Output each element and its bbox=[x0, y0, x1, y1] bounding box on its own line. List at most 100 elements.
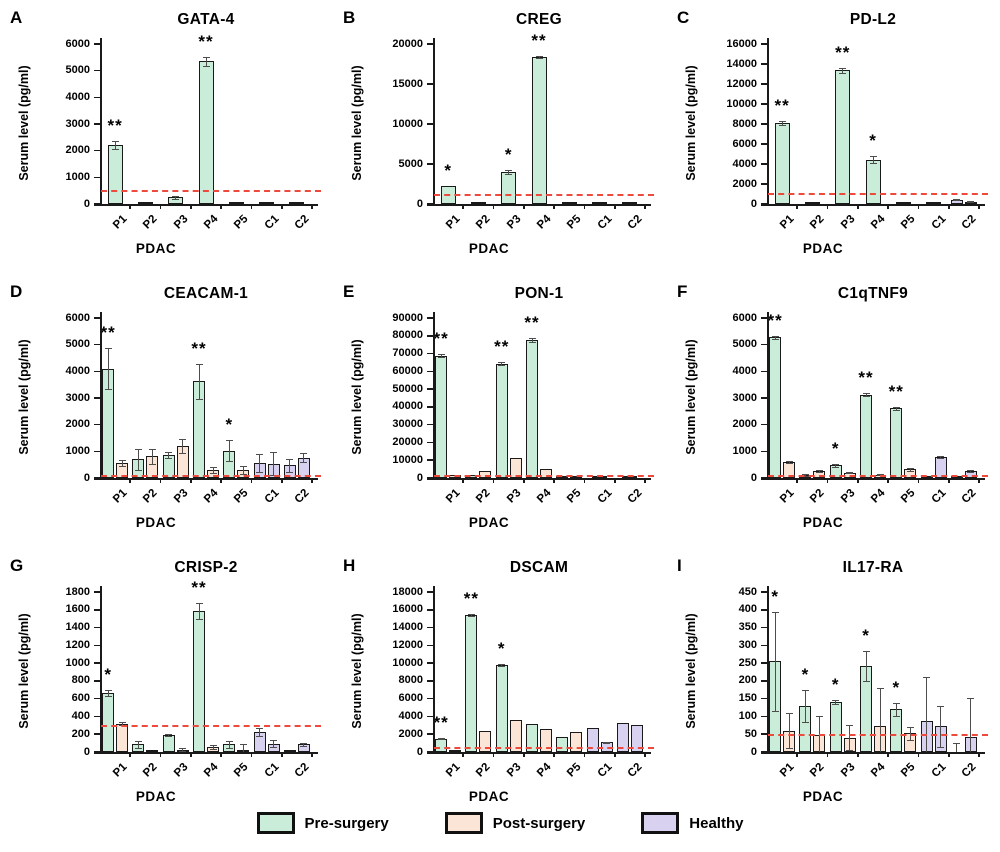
bar-healthy-c1 bbox=[926, 201, 942, 204]
x-tick bbox=[553, 478, 555, 483]
chart-panel-g: G CRISP-2 Serum level (pg/ml) 0 200 400 600 800… bbox=[0, 552, 333, 814]
error-bar bbox=[121, 721, 123, 726]
error-bar bbox=[849, 725, 851, 751]
error-bar bbox=[137, 448, 139, 470]
x-tick bbox=[796, 752, 799, 757]
error-bar-cap bbox=[801, 474, 809, 476]
chart-title: CREG bbox=[516, 11, 562, 28]
y-tick-label: 3000 bbox=[732, 391, 757, 404]
x-category-label: C2 bbox=[625, 761, 645, 780]
x-axis bbox=[94, 204, 318, 206]
error-bar-cap bbox=[225, 747, 233, 749]
x-category-label: C1 bbox=[262, 487, 282, 506]
x-tick bbox=[159, 752, 162, 757]
x-tick bbox=[978, 752, 980, 757]
significance-marker: ** bbox=[858, 367, 874, 387]
y-tick bbox=[427, 388, 433, 390]
error-bar-cap bbox=[179, 751, 187, 753]
y-tick bbox=[761, 715, 767, 718]
error-bar-cap bbox=[846, 471, 854, 473]
panel-letter: I bbox=[677, 556, 682, 575]
y-tick bbox=[761, 143, 767, 145]
error-bar-cap bbox=[892, 409, 900, 411]
y-tick-label: 1800 bbox=[65, 585, 90, 598]
error-bar-cap bbox=[967, 201, 975, 203]
y-tick bbox=[427, 477, 433, 479]
error-bar-cap bbox=[846, 725, 854, 727]
x-tick bbox=[857, 478, 859, 483]
y-tick-label: 300 bbox=[738, 638, 757, 651]
error-bar bbox=[212, 744, 214, 750]
error-bar bbox=[895, 702, 897, 716]
error-bar-cap bbox=[209, 749, 217, 751]
error-bar bbox=[818, 715, 820, 752]
significance-marker: * bbox=[497, 638, 506, 658]
x-tick bbox=[887, 204, 889, 209]
y-tick bbox=[94, 317, 100, 319]
error-bar bbox=[228, 741, 230, 748]
y-axis-label: Serum level (pg/ml) bbox=[684, 613, 698, 729]
error-bar bbox=[842, 67, 844, 73]
error-bar-cap bbox=[923, 677, 931, 679]
x-axis-title: PDAC bbox=[468, 789, 510, 804]
y-tick bbox=[427, 626, 433, 629]
significance-marker: ** bbox=[191, 339, 207, 359]
x-axis bbox=[427, 478, 651, 480]
error-bar bbox=[788, 460, 790, 464]
y-tick-label: 350 bbox=[738, 621, 757, 634]
error-bar-cap bbox=[225, 440, 233, 442]
y-axis bbox=[433, 38, 435, 204]
error-bar-cap bbox=[239, 744, 247, 746]
error-bar bbox=[212, 466, 214, 474]
error-bar-cap bbox=[771, 611, 779, 613]
legend-label-post-surgery: Post-surgery bbox=[492, 814, 586, 832]
y-tick-label: 4000 bbox=[732, 157, 757, 170]
error-bar bbox=[198, 602, 200, 619]
y-tick bbox=[427, 406, 433, 408]
error-bar-cap bbox=[862, 396, 870, 398]
error-bar-cap bbox=[239, 466, 247, 468]
y-tick-label: 0 bbox=[83, 471, 90, 484]
y-tick-label: 60000 bbox=[392, 364, 423, 377]
reference-line bbox=[768, 192, 988, 195]
significance-marker: ** bbox=[774, 96, 790, 115]
y-tick bbox=[94, 423, 100, 426]
x-tick bbox=[978, 204, 980, 209]
error-bar-cap bbox=[111, 149, 119, 151]
significance-marker: ** bbox=[494, 337, 510, 357]
y-tick-label: 5000 bbox=[65, 64, 90, 77]
error-bar-cap bbox=[876, 687, 884, 689]
y-tick bbox=[427, 751, 433, 753]
y-tick bbox=[761, 103, 767, 105]
y-axis-label: Serum level (pg/ml) bbox=[684, 339, 698, 455]
error-bar-cap bbox=[832, 463, 840, 465]
y-tick-label: 8000 bbox=[732, 117, 757, 130]
panel-letter: G bbox=[10, 556, 24, 575]
significance-marker: * bbox=[504, 145, 513, 164]
x-tick bbox=[644, 478, 646, 483]
x-tick bbox=[311, 204, 313, 209]
chart-title: DSCAM bbox=[509, 559, 569, 576]
error-bar bbox=[788, 712, 790, 749]
error-bar bbox=[273, 740, 275, 747]
y-tick bbox=[761, 477, 767, 479]
x-tick bbox=[583, 204, 586, 209]
error-bar-cap bbox=[906, 739, 914, 741]
error-bar-cap bbox=[785, 463, 793, 465]
y-tick-label: 20000 bbox=[392, 37, 423, 50]
y-tick-label: 6000 bbox=[65, 311, 90, 324]
reference-line bbox=[434, 474, 654, 477]
significance-marker: * bbox=[831, 675, 840, 695]
error-bar bbox=[259, 453, 261, 473]
significance-marker: * bbox=[892, 677, 901, 697]
y-axis bbox=[433, 586, 435, 752]
x-tick bbox=[857, 204, 859, 209]
y-tick bbox=[427, 591, 433, 593]
chart-title: CRISP-2 bbox=[174, 559, 238, 576]
y-tick bbox=[94, 149, 100, 152]
significance-marker: ** bbox=[888, 381, 904, 401]
y-tick bbox=[427, 459, 433, 462]
x-tick bbox=[917, 478, 920, 483]
error-bar-cap bbox=[862, 392, 870, 394]
